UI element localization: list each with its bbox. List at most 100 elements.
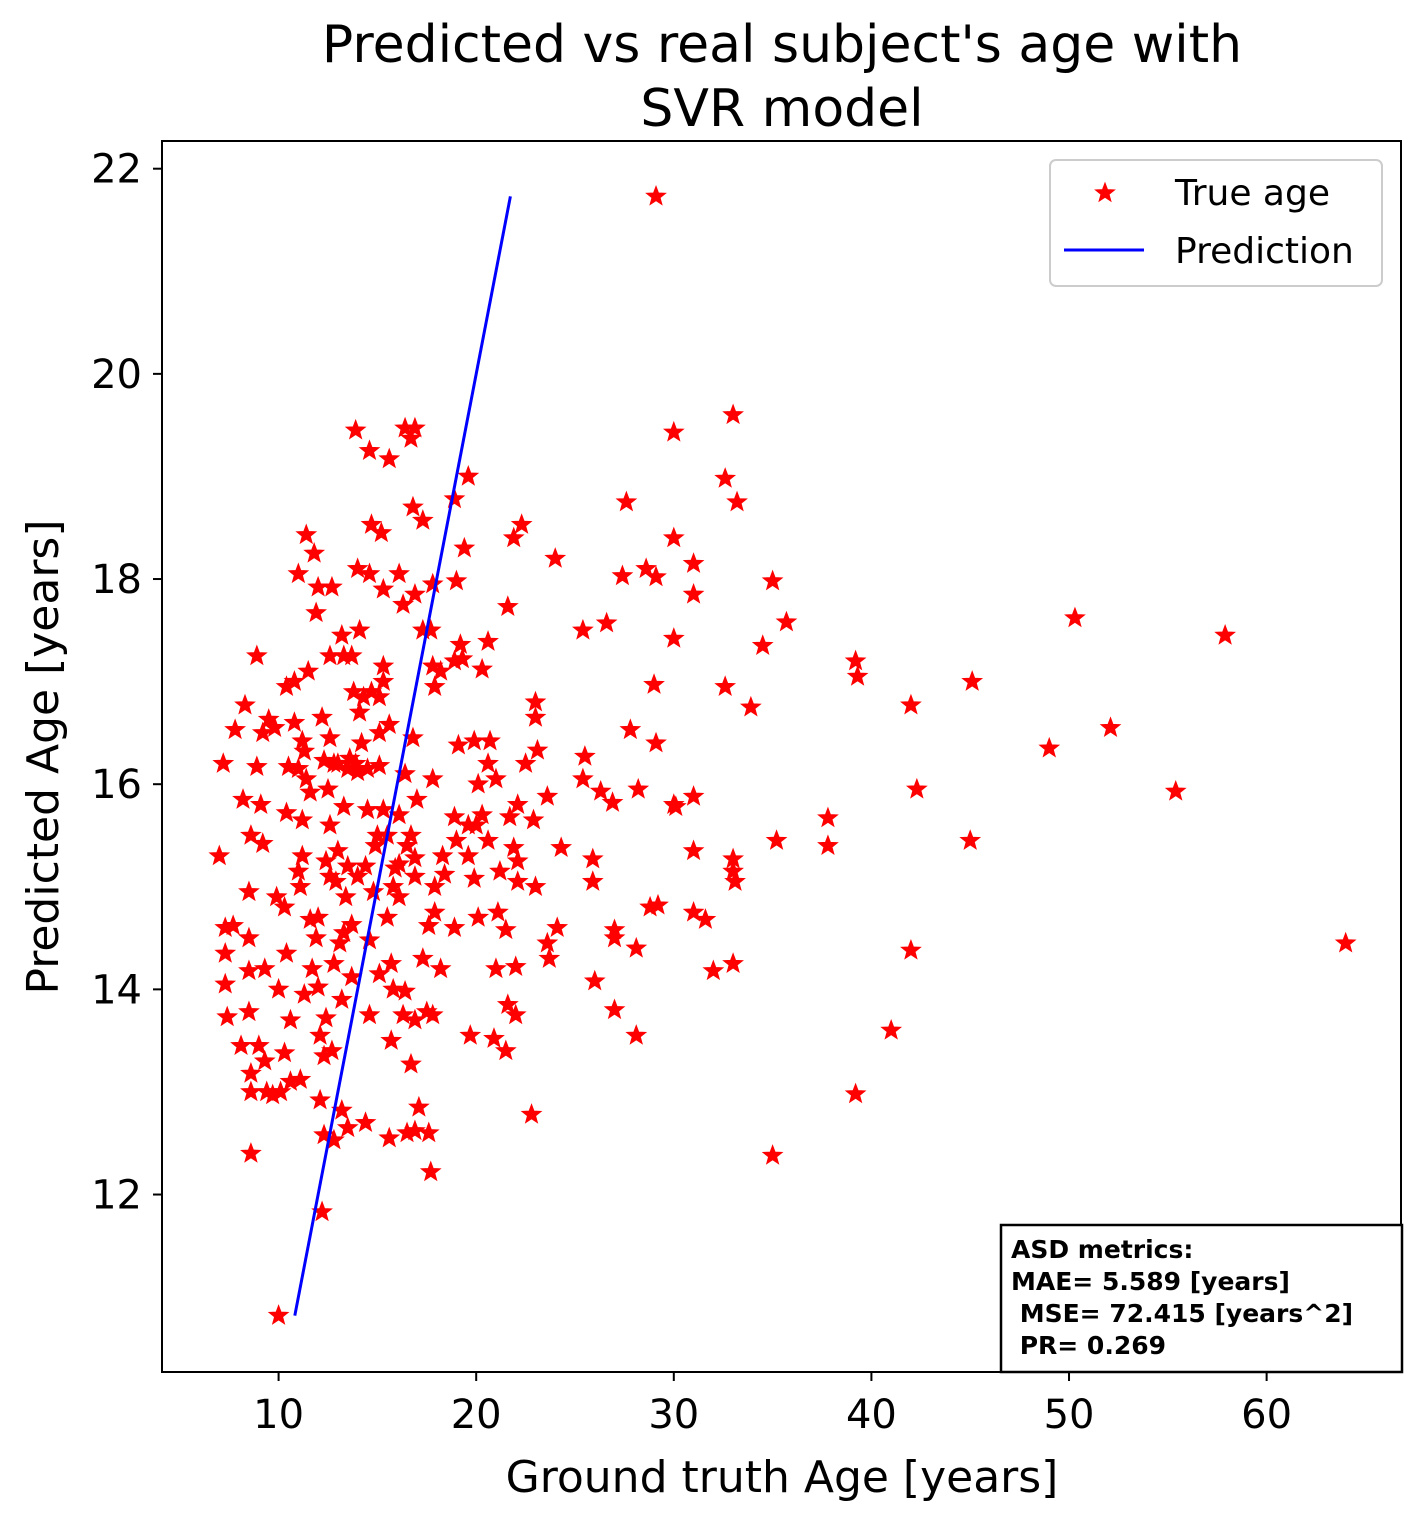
data-point-star [627,777,650,799]
data-point-star [635,557,658,579]
data-point-star [238,959,260,981]
data-point-star [404,416,426,438]
data-point-star [431,844,454,866]
data-point-star [817,806,839,828]
data-point-star [265,885,288,907]
data-point-star [421,572,444,594]
data-point-star [275,801,298,823]
data-point-star [354,854,377,876]
data-point-star [319,813,341,835]
data-point-star [251,721,274,743]
data-point-star [376,906,399,927]
data-point-star [327,839,349,861]
data-point-star [625,1024,648,1045]
data-point-star [494,1039,517,1061]
data-point-star [368,685,391,707]
data-point-star [356,798,379,820]
data-point-star [574,745,596,766]
data-point-star [643,673,665,694]
y-tick-label: 22 [91,147,142,193]
data-point-star [372,798,395,820]
data-point-star [411,509,434,530]
data-point-star [368,721,391,743]
x-tick-label: 30 [648,1392,699,1438]
data-point-star [307,975,329,997]
data-point-star [263,716,286,738]
data-point-star [740,695,762,717]
data-point-star [682,839,705,861]
data-point-star [662,526,685,548]
data-point-star [240,1080,262,1102]
data-point-star [253,957,276,979]
metrics-line-2: MAE= 5.589 [years] [1011,1267,1290,1296]
data-point-star [334,885,357,907]
data-point-star [358,439,381,461]
data-point-star [267,1304,290,1325]
data-point-star [295,523,318,545]
data-point-star [546,916,569,938]
data-point-star [502,836,525,858]
data-point-star [611,564,634,586]
data-point-star [378,713,401,734]
data-point-star [761,1144,784,1165]
data-point-star [477,630,499,651]
data-point-star [378,447,401,469]
x-tick-label: 60 [1241,1392,1292,1438]
data-point-star [423,901,446,922]
data-point-star [388,562,410,584]
data-point-star [581,847,604,869]
data-point-star [336,1116,359,1138]
data-point-star [817,834,839,855]
data-point-star [702,959,725,981]
data-point-star [603,926,626,948]
data-point-star [330,624,353,645]
data-point-star [404,865,426,886]
data-point-star [291,808,314,830]
data-point-star [372,670,395,691]
y-axis-label: Predicted Age [years] [18,519,69,994]
data-point-star [419,618,442,640]
data-point-star [445,569,468,591]
data-point-star [506,849,529,871]
data-point-star [504,1003,527,1025]
data-point-star [536,785,559,806]
data-point-star [394,762,416,784]
data-point-star [358,1003,381,1025]
data-point-star [311,706,333,727]
data-point-star [601,791,624,812]
data-point-star [453,536,476,558]
data-point-star [384,856,407,878]
prediction-line [293,196,512,1316]
data-point-star [370,521,393,543]
data-point-star [905,777,928,799]
data-point-star [1214,624,1236,645]
legend-box [1049,159,1383,287]
legend-label-prediction: Prediction [1175,231,1354,272]
data-point-star [360,513,383,534]
data-point-star [238,1000,260,1022]
data-point-star [261,1083,284,1105]
metrics-line-1: ASD metrics: [1011,1235,1193,1264]
data-point-star [350,731,373,753]
data-point-star [382,875,405,897]
data-point-star [900,938,922,960]
data-point-star [392,1003,414,1025]
x-tick-label: 50 [1044,1392,1095,1438]
data-point-star [328,931,351,953]
data-point-star [224,718,246,740]
data-point-star [388,885,410,907]
data-point-star [240,1062,262,1083]
data-point-star [303,541,326,563]
data-point-star [330,988,353,1009]
data-point-star [273,1041,296,1063]
data-point-star [467,906,490,927]
data-point-star [714,675,737,696]
data-point-star [761,569,784,591]
data-point-star [411,947,434,968]
data-point-star [538,947,561,968]
data-point-star [378,1126,401,1148]
data-point-star [506,793,529,814]
data-point-star [240,824,262,845]
data-point-star [483,1027,505,1048]
